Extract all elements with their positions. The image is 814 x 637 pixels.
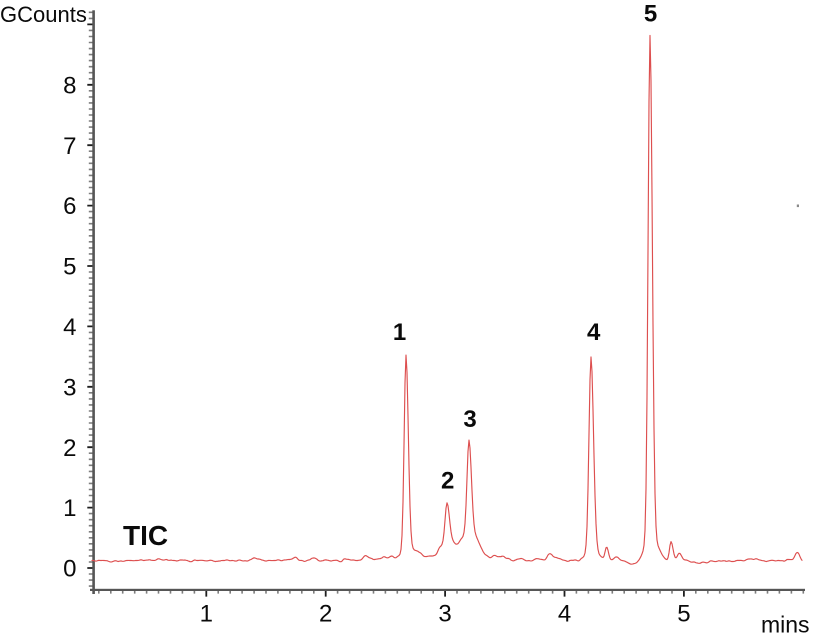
svg-text:3: 3 [463, 406, 476, 433]
svg-text:7: 7 [63, 133, 76, 160]
svg-text:1: 1 [393, 319, 406, 346]
svg-text:2: 2 [319, 600, 332, 627]
svg-text:GCounts: GCounts [0, 2, 87, 27]
svg-text:3: 3 [438, 600, 451, 627]
svg-text:mins: mins [761, 612, 810, 637]
svg-text:1: 1 [63, 495, 76, 522]
svg-text:2: 2 [441, 468, 454, 495]
svg-text:2: 2 [63, 435, 76, 462]
svg-text:0: 0 [63, 556, 76, 583]
svg-text:4: 4 [587, 319, 601, 346]
svg-text:3: 3 [63, 374, 76, 401]
svg-text:5: 5 [63, 254, 76, 281]
svg-text:8: 8 [63, 72, 76, 99]
svg-text:4: 4 [63, 314, 76, 341]
svg-text:5: 5 [677, 600, 690, 627]
svg-text:6: 6 [63, 193, 76, 220]
svg-text:5: 5 [644, 0, 657, 27]
svg-text:1: 1 [200, 600, 213, 627]
svg-text:TIC: TIC [123, 520, 168, 551]
svg-text:4: 4 [558, 600, 571, 627]
